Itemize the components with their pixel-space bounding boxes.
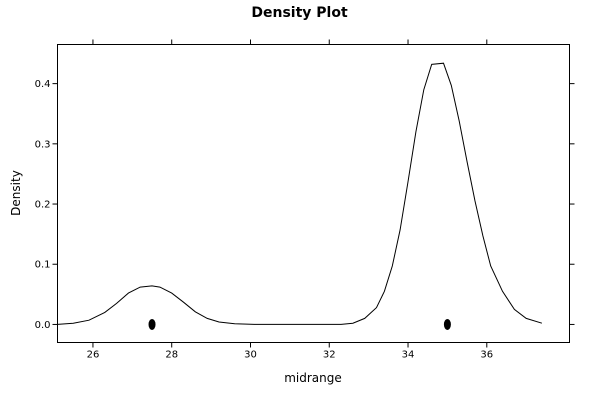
density-line: [57, 62, 543, 325]
y-tick-label: 0.0: [35, 320, 51, 331]
y-axis: 0.0 0.1 0.2 0.3 0.4: [35, 79, 575, 331]
x-tick-label: 28: [165, 350, 178, 361]
y-tick-label: 0.2: [35, 200, 51, 211]
x-tick-label: 30: [244, 350, 257, 361]
x-tick-label: 36: [480, 350, 493, 361]
x-tick-label: 32: [323, 350, 336, 361]
x-axis: 26 28 30 32 34 36: [87, 39, 493, 361]
x-tick-label: 26: [87, 350, 100, 361]
rug-point: [443, 318, 451, 330]
chart-title: Density Plot: [251, 5, 348, 21]
x-axis-title: midrange: [284, 371, 342, 385]
y-tick-label: 0.4: [35, 79, 51, 90]
x-tick-label: 34: [402, 350, 415, 361]
y-axis-title: Density: [9, 170, 23, 216]
y-tick-label: 0.3: [35, 139, 51, 150]
y-tick-label: 0.1: [35, 260, 51, 271]
plot-area: [57, 62, 543, 330]
rug-point: [148, 318, 156, 330]
plot-frame: [57, 44, 570, 343]
